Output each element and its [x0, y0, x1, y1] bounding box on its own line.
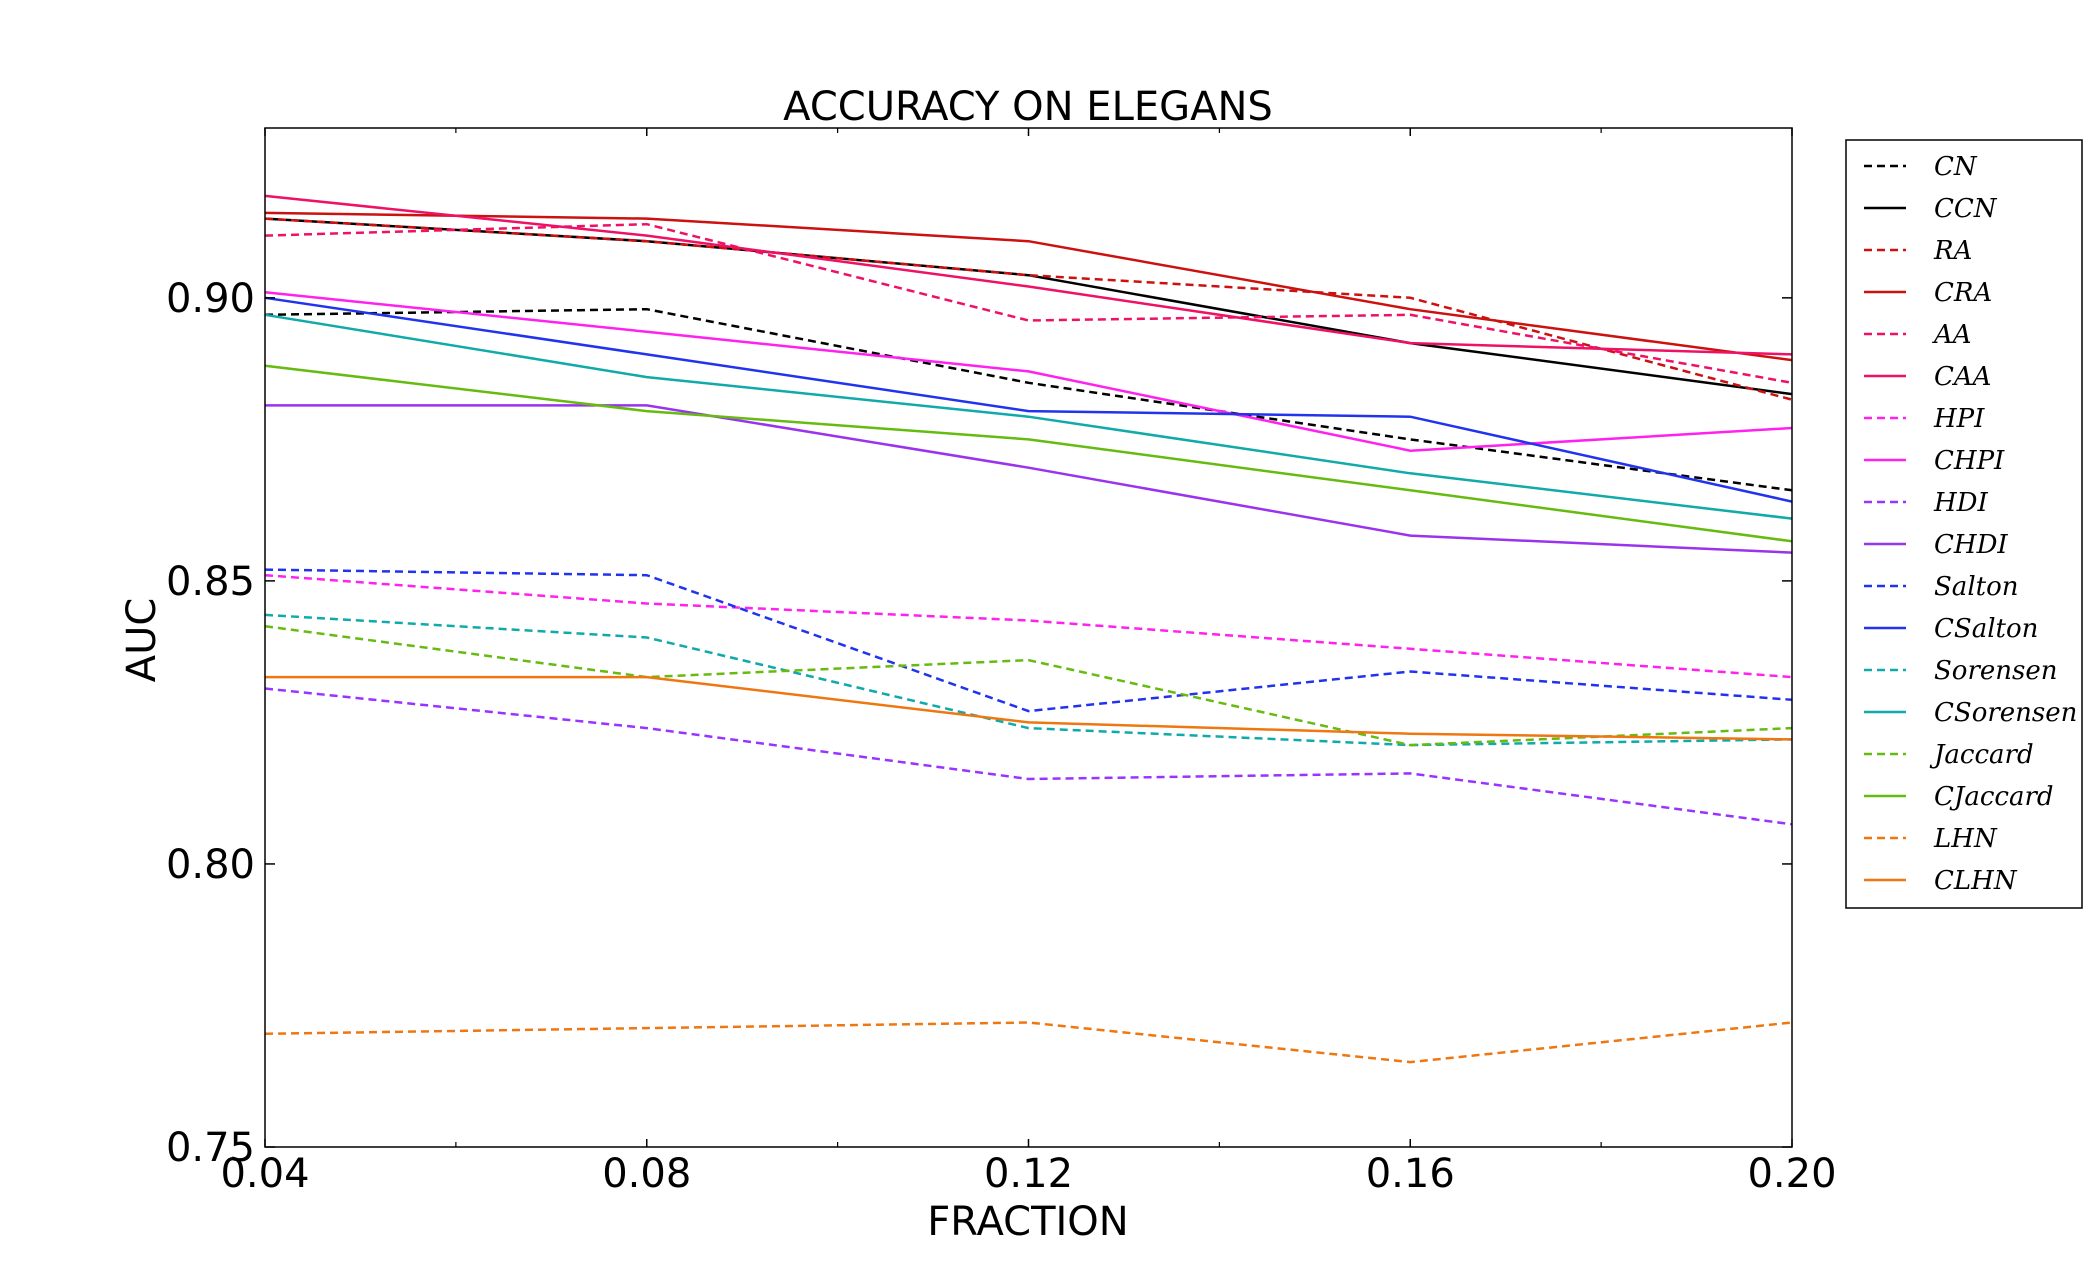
series-line-sorensen [264, 613, 1793, 747]
x-axis-label: FRACTION [927, 1199, 1128, 1245]
legend-label-cn: CN [1934, 152, 1978, 182]
series-line-caa [264, 194, 1793, 356]
legend-label-csorensen: CSorensen [1934, 698, 2077, 728]
series-line-jaccard [264, 624, 1793, 747]
y-ticks: 0.75 0.80 0.85 0.90 [166, 276, 1792, 1171]
x-ticks: 0.04 0.08 0.12 0.16 0.20 [220, 128, 1837, 1197]
series-line-clhn [265, 675, 1793, 741]
legend-label-cjaccard: CJaccard [1934, 782, 2054, 812]
legend-label-aa: AA [1932, 320, 1972, 350]
series-line-cjaccard [264, 364, 1793, 543]
series-line-salton [264, 568, 1793, 713]
legend: CN CCN RA CRA AA CAA HPI CHPI HDI CHDI Salton CSalt… [1845, 139, 2083, 909]
plot-lines [264, 194, 1793, 1064]
series-line-aa [264, 222, 1793, 385]
legend-label-salton: Salton [1934, 572, 2018, 602]
chart-title: ACCURACY ON ELEGANS [783, 84, 1273, 130]
legend-label-caa: CAA [1934, 362, 1991, 392]
legend-label-hpi: HPI [1933, 404, 1985, 434]
y-tick-label: 0.85 [166, 559, 255, 605]
y-axis-label: AUC [119, 598, 165, 683]
series-line-cra [264, 211, 1793, 362]
y-tick-label: 0.90 [166, 276, 255, 322]
legend-label-hdi: HDI [1933, 488, 1989, 518]
series-line-lhn [264, 1021, 1793, 1064]
series-line-chdi [265, 404, 1793, 554]
legend-label-cra: CRA [1934, 278, 1992, 308]
series-line-csalton [264, 296, 1793, 503]
legend-frame [1845, 139, 2083, 909]
x-tick-label: 0.20 [1747, 1151, 1836, 1197]
series-line-cn [264, 307, 1793, 492]
legend-label-sorensen: Sorensen [1934, 656, 2058, 686]
series-line-hdi [264, 687, 1793, 826]
x-tick-label: 0.16 [1366, 1151, 1455, 1197]
legend-label-jaccard: Jaccard [1929, 740, 2034, 770]
legend-label-csalton: CSalton [1934, 614, 2038, 644]
legend-label-lhn: LHN [1933, 824, 1998, 854]
plot-frame [264, 127, 1793, 1148]
series-line-hpi [264, 573, 1793, 679]
x-tick-label: 0.04 [220, 1151, 309, 1197]
y-tick-label: 0.75 [166, 1125, 255, 1171]
legend-label-chpi: CHPI [1934, 446, 2005, 476]
legend-label-chdi: CHDI [1934, 530, 2008, 560]
legend-label-clhn: CLHN [1934, 866, 2018, 896]
series-line-ccn [264, 217, 1793, 396]
series-line-chpi [264, 290, 1793, 452]
legend-label-ra: RA [1933, 236, 1972, 266]
legend-label-ccn: CCN [1934, 194, 1998, 224]
y-tick-label: 0.80 [166, 842, 255, 888]
x-tick-label: 0.08 [602, 1151, 691, 1197]
series-line-csorensen [264, 313, 1793, 520]
x-tick-label: 0.12 [984, 1151, 1073, 1197]
series-line-ra [264, 217, 1793, 401]
